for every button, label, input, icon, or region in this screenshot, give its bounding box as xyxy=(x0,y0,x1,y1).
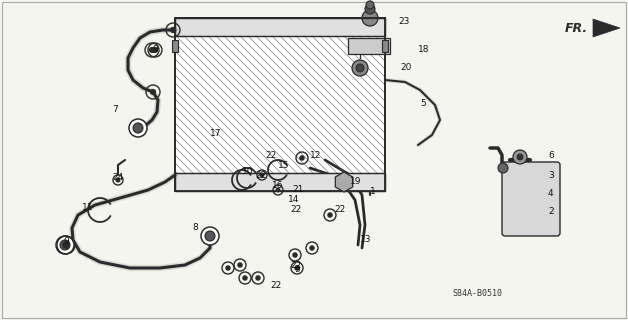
Bar xyxy=(172,40,178,52)
Text: 22: 22 xyxy=(270,281,281,290)
Text: 19: 19 xyxy=(350,178,362,187)
Text: 23: 23 xyxy=(398,18,409,27)
Text: 22: 22 xyxy=(290,260,301,269)
Bar xyxy=(175,173,385,191)
Bar xyxy=(175,173,385,191)
Circle shape xyxy=(238,263,242,267)
Text: 13: 13 xyxy=(360,236,372,244)
Text: 16: 16 xyxy=(272,180,283,189)
Text: 7: 7 xyxy=(112,106,118,115)
Text: 11: 11 xyxy=(82,203,94,212)
Circle shape xyxy=(365,4,375,14)
Text: FR.: FR. xyxy=(565,21,588,35)
Text: 15: 15 xyxy=(278,162,290,171)
FancyBboxPatch shape xyxy=(502,162,560,236)
Circle shape xyxy=(129,119,147,137)
Circle shape xyxy=(293,253,297,257)
Circle shape xyxy=(295,266,299,270)
Text: 18: 18 xyxy=(418,45,430,54)
Circle shape xyxy=(205,231,215,241)
Circle shape xyxy=(328,213,332,217)
Circle shape xyxy=(310,246,314,250)
Circle shape xyxy=(356,64,364,72)
Text: S84A-B0510: S84A-B0510 xyxy=(452,289,502,298)
Polygon shape xyxy=(593,19,620,37)
Circle shape xyxy=(226,266,230,270)
Bar xyxy=(175,18,385,191)
Text: 4: 4 xyxy=(548,189,554,198)
Polygon shape xyxy=(367,1,374,9)
Circle shape xyxy=(517,154,523,160)
Circle shape xyxy=(171,28,175,32)
Bar xyxy=(348,38,390,54)
Circle shape xyxy=(513,150,527,164)
Bar xyxy=(175,18,385,36)
Text: 2: 2 xyxy=(548,207,554,217)
Text: 22: 22 xyxy=(290,205,301,214)
Circle shape xyxy=(256,276,260,280)
Bar xyxy=(175,18,385,36)
Bar xyxy=(175,18,385,191)
Circle shape xyxy=(276,188,279,192)
Circle shape xyxy=(300,156,304,160)
Text: 17: 17 xyxy=(210,130,222,139)
Circle shape xyxy=(201,227,219,245)
Text: 24: 24 xyxy=(112,173,123,182)
Circle shape xyxy=(133,123,143,133)
Text: 6: 6 xyxy=(548,151,554,161)
Circle shape xyxy=(116,178,120,182)
Circle shape xyxy=(153,48,158,52)
Circle shape xyxy=(151,90,156,94)
Circle shape xyxy=(362,10,378,26)
Circle shape xyxy=(260,173,264,177)
Circle shape xyxy=(63,242,69,248)
Text: 14: 14 xyxy=(288,196,300,204)
Circle shape xyxy=(498,163,508,173)
Text: 22: 22 xyxy=(334,205,345,214)
Text: 20: 20 xyxy=(400,62,411,71)
Text: 21: 21 xyxy=(292,186,303,195)
Circle shape xyxy=(352,60,368,76)
Text: 12: 12 xyxy=(310,150,322,159)
Text: 22: 22 xyxy=(255,171,266,180)
Circle shape xyxy=(113,175,123,185)
Text: 9: 9 xyxy=(152,45,158,54)
Text: 22: 22 xyxy=(265,151,276,161)
Text: 8: 8 xyxy=(192,223,198,233)
Circle shape xyxy=(56,236,74,254)
Circle shape xyxy=(149,48,154,52)
Bar xyxy=(382,40,388,52)
Text: 3: 3 xyxy=(548,172,554,180)
Text: 1: 1 xyxy=(370,188,376,196)
Text: 9: 9 xyxy=(63,237,68,246)
Text: 5: 5 xyxy=(420,99,426,108)
Bar xyxy=(176,36,384,173)
Circle shape xyxy=(366,1,374,9)
Text: 9: 9 xyxy=(294,266,300,275)
Circle shape xyxy=(243,276,247,280)
Text: 10: 10 xyxy=(242,167,254,177)
Circle shape xyxy=(60,240,70,250)
